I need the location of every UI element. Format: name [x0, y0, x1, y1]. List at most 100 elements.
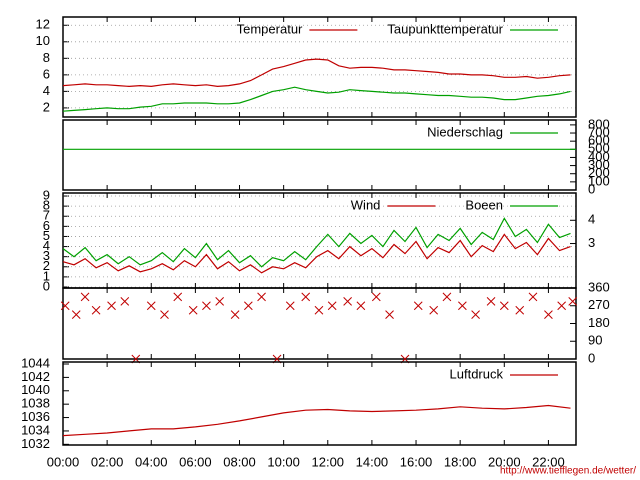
- x-tick-label: 22:00: [532, 454, 565, 469]
- y2-tick-label: 0: [588, 350, 595, 365]
- y2-tick-label: 500: [588, 141, 610, 156]
- y-tick-label: 5: [43, 228, 50, 243]
- y-tick-label: 8: [43, 50, 50, 65]
- y-tick-label: 0: [43, 278, 50, 293]
- y-tick-label: 4: [43, 238, 50, 253]
- direction-marker: [301, 292, 311, 302]
- direction-marker: [327, 301, 337, 311]
- y-tick-label: 1034: [21, 422, 50, 437]
- direction-marker: [71, 310, 81, 319]
- direction-marker: [442, 292, 452, 302]
- x-tick-label: 00:00: [47, 454, 80, 469]
- direction-marker: [429, 305, 439, 315]
- x-tick-label: 16:00: [400, 454, 433, 469]
- y2-tick-label: 400: [588, 149, 610, 164]
- x-tick-label: 20:00: [488, 454, 521, 469]
- legend-label: Wind: [351, 197, 381, 212]
- footer-url: http://www.tiefflegen.de/wetter/: [500, 466, 636, 477]
- direction-marker: [458, 301, 467, 311]
- series-line: [62, 58, 571, 88]
- direction-marker: [160, 310, 169, 319]
- y-tick-label: 9: [43, 187, 50, 202]
- series-line: [62, 233, 571, 274]
- direction-marker: [568, 297, 578, 306]
- series-line: [62, 217, 571, 268]
- x-tick-label: 10:00: [267, 454, 300, 469]
- direction-marker: [146, 301, 156, 311]
- direction-marker: [343, 297, 352, 306]
- y2-tick-label: 180: [588, 315, 610, 330]
- legend-label: Boeen: [465, 197, 503, 212]
- y-tick-label: 1042: [21, 369, 50, 384]
- direction-marker: [314, 305, 324, 315]
- y2-tick-label: 200: [588, 165, 610, 180]
- y2-tick-label: 270: [588, 297, 610, 312]
- direction-marker: [557, 301, 567, 311]
- y2-tick-label: 90: [588, 333, 602, 348]
- x-tick-label: 04:00: [135, 454, 168, 469]
- direction-marker: [120, 297, 130, 306]
- panel-frame: [62, 287, 577, 360]
- y2-tick-label: 4: [588, 212, 595, 227]
- y2-tick-label: 100: [588, 173, 610, 188]
- y-tick-label: 1044: [21, 355, 50, 370]
- direction-marker: [544, 310, 553, 319]
- x-tick-label: 08:00: [223, 454, 256, 469]
- panel-frame: [62, 16, 577, 118]
- y-tick-label: 4: [43, 83, 50, 98]
- direction-marker: [371, 292, 381, 302]
- y2-tick-label: 600: [588, 133, 610, 148]
- x-tick-label: 06:00: [179, 454, 212, 469]
- y-tick-label: 3: [43, 248, 50, 263]
- x-tick-label: 18:00: [444, 454, 477, 469]
- direction-marker: [243, 301, 253, 311]
- direction-marker: [356, 301, 366, 311]
- y2-tick-label: 360: [588, 279, 610, 294]
- y-tick-label: 12: [36, 17, 50, 32]
- y-tick-label: 1040: [21, 382, 50, 397]
- y-tick-label: 1038: [21, 396, 50, 411]
- y-tick-label: 6: [43, 66, 50, 81]
- series-line: [62, 86, 571, 112]
- x-tick-label: 14:00: [356, 454, 389, 469]
- y2-tick-label: 300: [588, 157, 610, 172]
- y-tick-label: 7: [43, 208, 50, 223]
- x-tick-label: 02:00: [91, 454, 124, 469]
- direction-marker: [202, 301, 211, 311]
- x-tick-label: 12:00: [312, 454, 345, 469]
- direction-marker: [257, 292, 266, 302]
- panel-frame: [62, 119, 577, 191]
- panel-frame: [62, 361, 577, 446]
- direction-marker: [515, 305, 525, 315]
- y-tick-label: 2: [43, 99, 50, 114]
- direction-marker: [107, 301, 116, 311]
- direction-marker: [80, 292, 90, 302]
- direction-marker: [486, 297, 496, 306]
- direction-marker: [188, 305, 198, 315]
- direction-marker: [215, 297, 225, 306]
- direction-marker: [413, 301, 423, 311]
- direction-marker: [385, 310, 394, 319]
- y-tick-label: 1: [43, 268, 50, 283]
- legend-label: Taupunkttemperatur: [387, 21, 503, 36]
- series-line: [62, 404, 571, 437]
- y2-tick-label: 700: [588, 124, 610, 139]
- direction-marker: [499, 301, 509, 311]
- direction-marker: [60, 301, 70, 311]
- direction-marker: [91, 305, 101, 315]
- y-tick-label: 2: [43, 258, 50, 273]
- y-tick-label: 1036: [21, 409, 50, 424]
- direction-marker: [230, 310, 240, 319]
- direction-marker: [471, 310, 480, 319]
- y-tick-label: 8: [43, 198, 50, 213]
- y2-tick-label: 0: [588, 181, 595, 196]
- y-tick-label: 10: [36, 33, 50, 48]
- y2-tick-label: 800: [588, 116, 610, 131]
- y2-tick-label: 3: [588, 235, 595, 250]
- legend-label: Luftdruck: [450, 366, 504, 381]
- y-tick-label: 1032: [21, 436, 50, 451]
- legend-label: Niederschlag: [427, 124, 503, 139]
- direction-marker: [173, 292, 183, 302]
- direction-marker: [528, 292, 538, 302]
